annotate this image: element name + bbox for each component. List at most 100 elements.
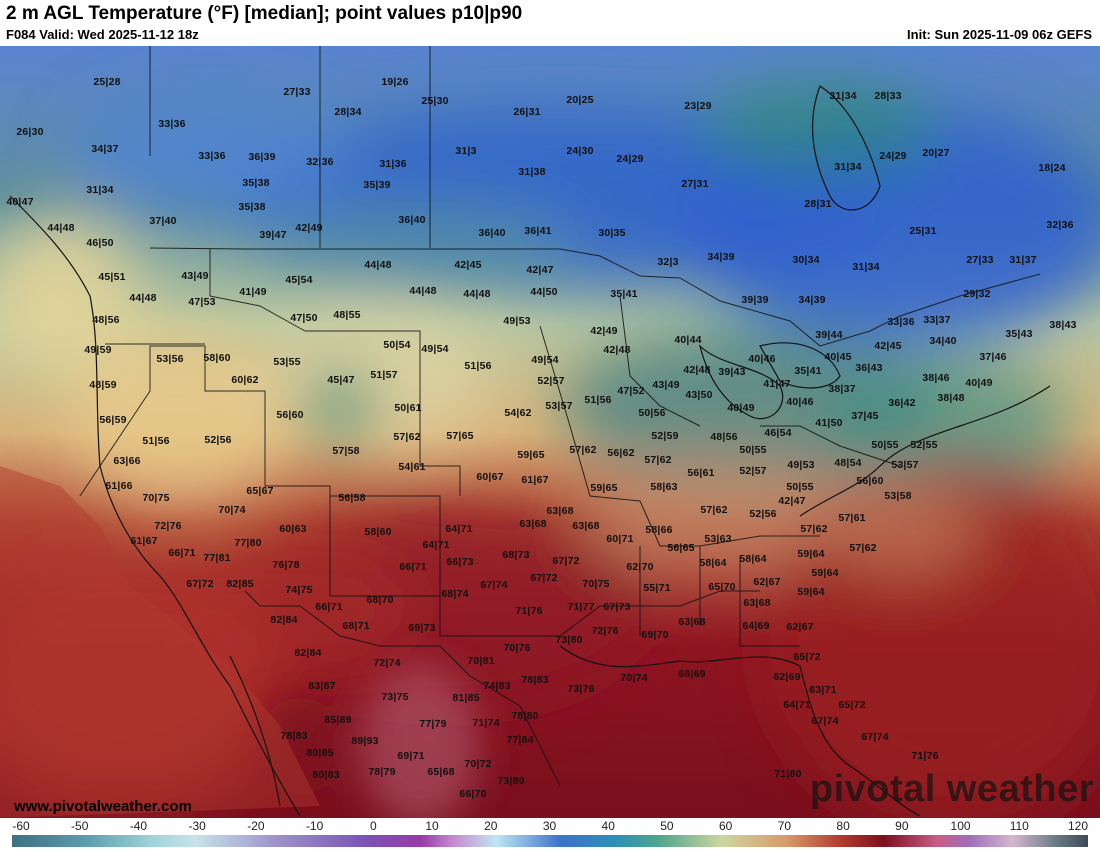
point-value: 60|63 — [279, 523, 307, 535]
point-value: 35|41 — [794, 365, 822, 377]
point-value: 66|71 — [399, 561, 427, 573]
point-value: 81|85 — [452, 692, 480, 704]
point-value: 31|34 — [829, 90, 857, 102]
point-value: 64|69 — [742, 620, 770, 632]
point-value: 24|29 — [879, 150, 907, 162]
point-value: 50|56 — [638, 407, 666, 419]
point-value: 61|66 — [105, 480, 133, 492]
point-value: 31|34 — [852, 261, 880, 273]
point-value: 68|74 — [441, 588, 469, 600]
point-value: 35|39 — [363, 179, 391, 191]
map-canvas — [0, 46, 1100, 818]
point-value: 74|83 — [483, 680, 511, 692]
point-value: 49|54 — [531, 354, 559, 366]
point-value: 53|57 — [891, 459, 919, 471]
point-value: 23|29 — [684, 100, 712, 112]
scale-tick-label: 110 — [1009, 819, 1029, 833]
point-value: 73|80 — [497, 775, 525, 787]
point-value: 70|75 — [582, 578, 610, 590]
point-value: 45|47 — [327, 374, 355, 386]
point-value: 33|36 — [887, 316, 915, 328]
point-value: 40|46 — [786, 396, 814, 408]
point-value: 68|73 — [502, 549, 530, 561]
point-value: 54|62 — [504, 407, 532, 419]
point-value: 60|62 — [231, 374, 259, 386]
point-value: 62|67 — [786, 621, 814, 633]
point-value: 31|34 — [86, 184, 114, 196]
point-value: 73|80 — [555, 634, 583, 646]
point-value: 71|76 — [515, 605, 543, 617]
point-value: 36|42 — [888, 397, 916, 409]
temperature-map[interactable]: 25|28 27|33 19|26 25|30 28|34 26|31 20|25 23|29… — [0, 46, 1100, 818]
point-value: 82|84 — [270, 614, 298, 626]
point-value: 42|48 — [683, 364, 711, 376]
point-value: 51|56 — [142, 435, 170, 447]
point-value: 65|68 — [427, 766, 455, 778]
point-value: 77|84 — [506, 734, 534, 746]
point-value: 49|53 — [787, 459, 815, 471]
point-value: 46|54 — [764, 427, 792, 439]
point-value: 44|48 — [364, 259, 392, 271]
point-value: 80|85 — [306, 747, 334, 759]
point-value: 56|60 — [856, 475, 884, 487]
point-value: 27|33 — [283, 86, 311, 98]
point-value: 57|62 — [393, 431, 421, 443]
point-value: 66|73 — [446, 556, 474, 568]
point-value: 24|30 — [566, 145, 594, 157]
point-value: 33|36 — [198, 150, 226, 162]
point-value: 70|74 — [218, 504, 246, 516]
point-value: 85|89 — [324, 714, 352, 726]
point-value: 66|70 — [459, 788, 487, 800]
point-value: 71|77 — [567, 601, 595, 613]
point-value: 35|38 — [242, 177, 270, 189]
point-value: 67|72 — [186, 578, 214, 590]
scale-tick-label: 90 — [895, 819, 909, 833]
point-value: 62|69 — [773, 671, 801, 683]
point-value: 25|28 — [93, 76, 121, 88]
point-value: 25|30 — [421, 95, 449, 107]
point-value: 62|70 — [626, 561, 654, 573]
point-value: 63|71 — [809, 684, 837, 696]
point-value: 31|38 — [518, 166, 546, 178]
point-value: 49|59 — [84, 344, 112, 356]
point-value: 78|83 — [521, 674, 549, 686]
point-value: 54|61 — [398, 461, 426, 473]
point-value: 52|57 — [739, 465, 767, 477]
point-value: 42|47 — [778, 495, 806, 507]
point-value: 50|55 — [786, 481, 814, 493]
scale-tick-label: 50 — [660, 819, 674, 833]
point-value: 60|71 — [606, 533, 634, 545]
point-value: 67|74 — [480, 579, 508, 591]
point-value: 57|62 — [800, 523, 828, 535]
point-value: 69|71 — [397, 750, 425, 762]
point-value: 40|49 — [727, 402, 755, 414]
point-value: 35|43 — [1005, 328, 1033, 340]
point-value: 28|34 — [334, 106, 362, 118]
point-value: 65|67 — [246, 485, 274, 497]
point-value: 38|43 — [1049, 319, 1077, 331]
point-value: 39|43 — [718, 366, 746, 378]
point-value: 59|64 — [811, 567, 839, 579]
point-value: 52|55 — [910, 439, 938, 451]
scale-ticks: -60 -50 -40 -30 -20 -10 0 10 20 30 40 50 60 70 80 90 100… — [0, 818, 1100, 833]
point-value: 30|35 — [598, 227, 626, 239]
scale-tick-label: -30 — [188, 819, 206, 833]
point-value: 64|71 — [783, 699, 811, 711]
point-value: 59|65 — [517, 449, 545, 461]
point-value: 63|66 — [113, 455, 141, 467]
point-value: 37|46 — [979, 351, 1007, 363]
point-value: 65|72 — [838, 699, 866, 711]
point-value: 61|67 — [130, 535, 158, 547]
point-value: 44|50 — [530, 286, 558, 298]
point-value: 56|65 — [667, 542, 695, 554]
point-value: 58|64 — [739, 553, 767, 565]
point-value: 27|31 — [681, 178, 709, 190]
scale-tick-label: -10 — [305, 819, 324, 833]
point-value: 78|79 — [368, 766, 396, 778]
scale-tick-label: 30 — [542, 819, 557, 833]
point-value: 42|45 — [874, 340, 902, 352]
point-value: 71|74 — [472, 717, 500, 729]
point-value: 53|58 — [884, 490, 912, 502]
point-value: 72|76 — [154, 520, 182, 532]
scale-tick-label: -20 — [247, 819, 265, 833]
